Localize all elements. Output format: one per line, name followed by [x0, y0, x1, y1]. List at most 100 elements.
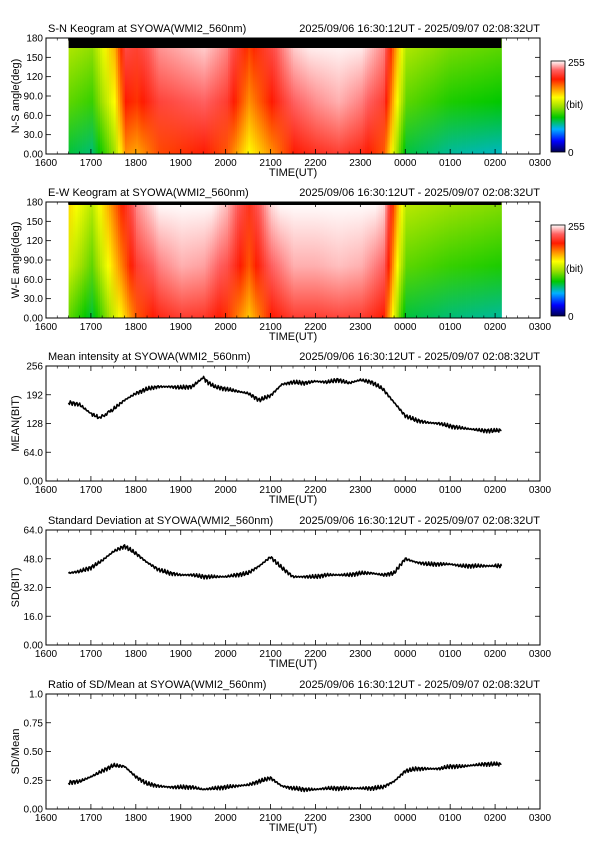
- keogram-strip: [142, 202, 146, 318]
- keogram-strip: [149, 38, 153, 154]
- keogram-strip: [463, 202, 467, 318]
- keogram-strip: [133, 38, 137, 154]
- keogram-strip: [331, 38, 334, 154]
- keogram-strip: [400, 202, 404, 318]
- keogram-strip: [135, 38, 139, 154]
- sn-keogram: [68, 38, 502, 154]
- keogram-strip: [171, 38, 175, 154]
- ew-keogram-ytick-label: 180: [26, 198, 43, 209]
- line-chart-3-xtick-label: 2300: [349, 813, 372, 824]
- keogram-strip: [156, 38, 159, 154]
- keogram-strip: [104, 202, 108, 318]
- keogram-strip: [275, 202, 278, 318]
- keogram-strip: [378, 38, 382, 154]
- line-chart-2-xtick-label: 0300: [529, 649, 552, 660]
- keogram-strip: [463, 38, 467, 154]
- keogram-strip: [367, 38, 370, 154]
- keogram-strip: [124, 38, 128, 154]
- keogram-strip: [138, 38, 141, 154]
- keogram-strip: [351, 38, 355, 154]
- keogram-strip: [117, 38, 121, 154]
- line-chart-1-xtick-label: 1700: [80, 485, 103, 496]
- keogram-strip: [331, 202, 334, 318]
- keogram-strip: [272, 202, 276, 318]
- keogram-strip: [436, 202, 440, 318]
- keogram-strip: [79, 202, 83, 318]
- keogram-strip: [151, 38, 155, 154]
- line-chart-2-xtick-label: 1900: [170, 649, 193, 660]
- keogram-strip: [495, 202, 498, 318]
- line-chart-3-ytick-label: 0.00: [24, 805, 44, 816]
- line-chart-2-xtick-label: 0000: [394, 649, 417, 660]
- keogram-strip: [203, 202, 206, 318]
- keogram-strip: [183, 202, 186, 318]
- keogram-strip: [165, 202, 168, 318]
- keogram-strip: [329, 38, 332, 154]
- keogram-strip: [317, 202, 321, 318]
- keogram-strip: [279, 202, 283, 318]
- ew-keogram-xtick-label: 0200: [484, 322, 507, 333]
- line-chart-1-series-line: [67, 375, 502, 434]
- sn-keogram-xtick-label: 0300: [529, 158, 552, 169]
- keogram-strip: [160, 38, 164, 154]
- keogram-strip: [212, 38, 215, 154]
- keogram-strip: [140, 202, 144, 318]
- keogram-strip: [477, 38, 480, 154]
- keogram-strip: [82, 38, 85, 154]
- keogram-strip: [371, 202, 375, 318]
- keogram-strip: [185, 202, 188, 318]
- keogram-strip: [335, 38, 339, 154]
- keogram-strip: [443, 38, 447, 154]
- keogram-strip: [475, 38, 478, 154]
- ew-keogram-colorbar-max: 255: [568, 222, 585, 233]
- keogram-strip: [335, 202, 339, 318]
- keogram-strip: [409, 202, 413, 318]
- line-chart-2-xtick-label: 2300: [349, 649, 372, 660]
- ew-keogram-xtick-label: 1900: [170, 322, 193, 333]
- line-chart-3-xtick-label: 0000: [394, 813, 417, 824]
- keogram-strip: [396, 38, 400, 154]
- keogram-strip: [342, 202, 346, 318]
- line-chart-1-xtick-label: 2000: [215, 485, 238, 496]
- keogram-strip: [250, 38, 254, 154]
- keogram-strip: [333, 202, 337, 318]
- keogram-strip: [362, 38, 366, 154]
- keogram-strip: [347, 202, 350, 318]
- line-chart-1-ytick-label: 64.0: [24, 448, 44, 459]
- keogram-strip: [73, 202, 76, 318]
- keogram-strip: [488, 38, 492, 154]
- keogram-strip: [223, 38, 227, 154]
- keogram-strip: [441, 38, 444, 154]
- keogram-strip: [236, 202, 240, 318]
- line-chart-3-xtick-label: 1800: [125, 813, 148, 824]
- keogram-strip: [156, 202, 159, 318]
- line-chart-2-xtick-label: 1800: [125, 649, 148, 660]
- keogram-strip: [358, 38, 361, 154]
- keogram-strip: [68, 202, 72, 318]
- keogram-strip: [486, 202, 489, 318]
- keogram-strip: [430, 38, 433, 154]
- line-chart-3-ytick-label: 0.50: [24, 747, 44, 758]
- keogram-strip: [174, 202, 177, 318]
- ew-keogram-ytick-label: 150: [26, 217, 43, 228]
- line-chart-3-xtick-label: 1700: [80, 813, 103, 824]
- keogram-strip: [84, 202, 87, 318]
- keogram-strip: [400, 38, 404, 154]
- keogram-strip: [434, 38, 438, 154]
- keogram-strip: [196, 202, 200, 318]
- keogram-strip: [100, 202, 103, 318]
- keogram-strip: [490, 38, 494, 154]
- keogram-strip: [448, 38, 451, 154]
- keogram-strip: [313, 202, 316, 318]
- keogram-strip: [479, 202, 483, 318]
- keogram-strip: [356, 202, 359, 318]
- keogram-strip: [396, 202, 400, 318]
- line-chart-1-ytick-label: 256: [26, 362, 43, 373]
- line-chart-3-xtick-label: 0300: [529, 813, 552, 824]
- ew-keogram-xtick-label: 2100: [259, 322, 282, 333]
- keogram-strip: [443, 202, 447, 318]
- keogram-strip: [385, 202, 388, 318]
- keogram-strip: [187, 202, 191, 318]
- keogram-strip: [194, 38, 197, 154]
- keogram-strip: [236, 38, 240, 154]
